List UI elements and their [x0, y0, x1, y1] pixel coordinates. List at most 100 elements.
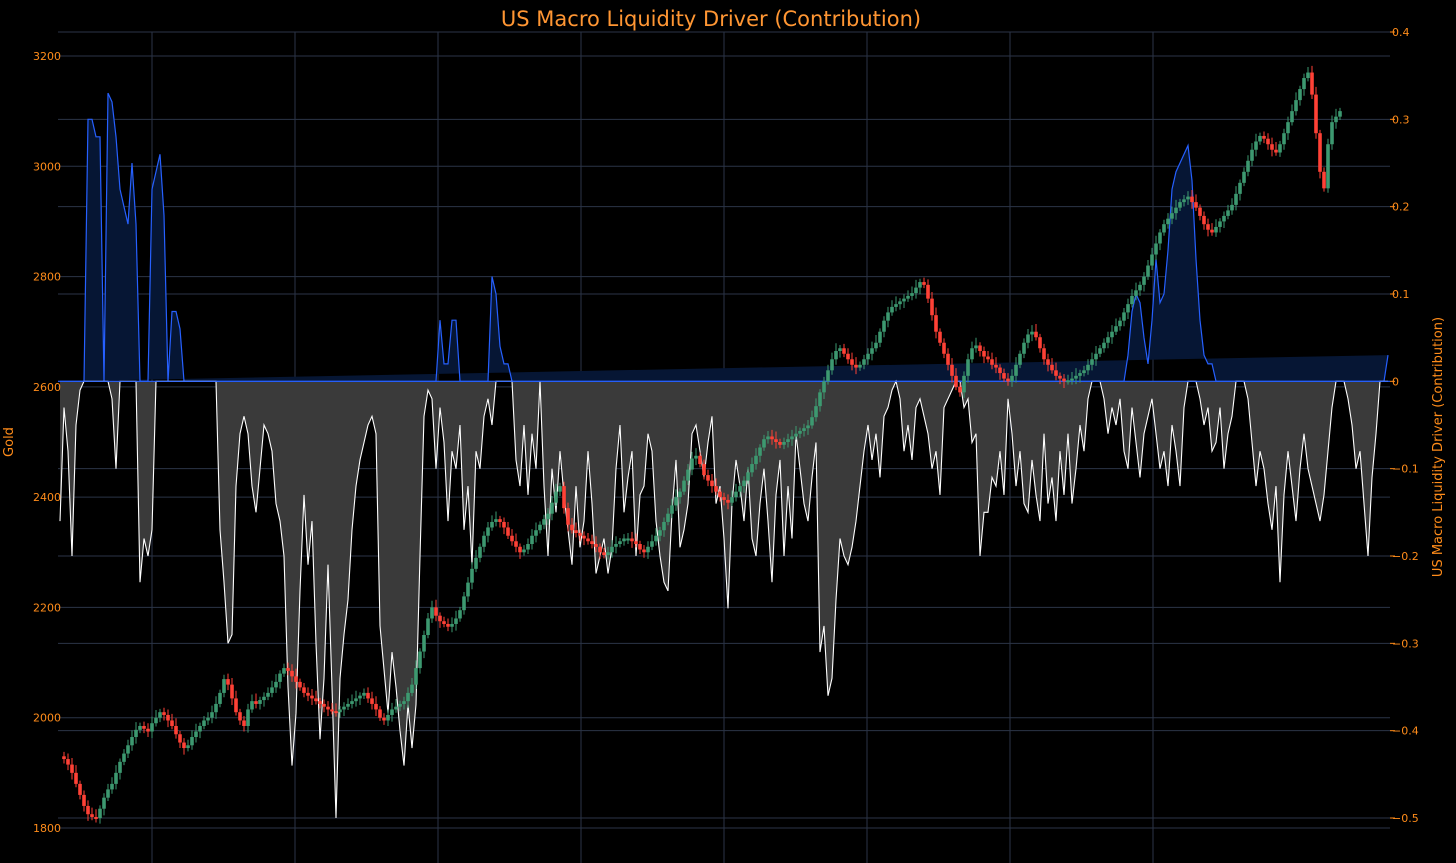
candle-up [458, 610, 462, 619]
gold-candlesticks [62, 65, 1342, 824]
candle-up [154, 717, 158, 724]
right-tick-label: −0.2 [1392, 550, 1419, 563]
candle-up [1078, 373, 1082, 376]
candle-up [810, 417, 814, 426]
candle-up [246, 709, 250, 726]
right-tick-label: −0.3 [1392, 637, 1419, 650]
candle-down [1046, 359, 1050, 365]
candle-down [370, 698, 374, 704]
candle-up [530, 535, 534, 545]
candle-up [802, 428, 806, 431]
candle-up [822, 381, 826, 393]
candle-down [518, 546, 522, 553]
left-axis-label: Gold [2, 427, 17, 457]
candle-up [410, 684, 414, 693]
candle-down [702, 464, 706, 476]
right-tick-label: 0.3 [1392, 113, 1410, 126]
candle-up [914, 287, 918, 294]
candle-up [1278, 144, 1282, 153]
candle-up [674, 497, 678, 506]
candle-up [890, 306, 894, 313]
candle-down [166, 714, 170, 721]
candle-down [86, 805, 90, 815]
candle-up [690, 458, 694, 470]
candle-up [614, 544, 618, 547]
candle-up [1254, 141, 1258, 150]
candle-up [1330, 122, 1334, 145]
candle-up [1246, 160, 1250, 172]
candle-down [1314, 94, 1318, 134]
candle-down [242, 720, 246, 726]
candle-up [138, 725, 142, 730]
candle-up [1170, 213, 1174, 219]
candle-up [622, 538, 626, 542]
candle-down [182, 742, 186, 749]
candle-up [1334, 116, 1338, 123]
candle-down [642, 549, 646, 553]
candle-up [766, 436, 770, 440]
candle-up [486, 527, 490, 536]
candle-up [1286, 122, 1290, 134]
candle-up [826, 370, 830, 382]
candle-up [450, 623, 454, 627]
right-tick-label: 0.4 [1392, 26, 1410, 39]
candle-down [570, 524, 574, 531]
candle-down [66, 759, 70, 765]
candle-up [550, 502, 554, 514]
candle-down [1058, 375, 1062, 379]
candle-down [1034, 331, 1038, 338]
candle-down [438, 615, 442, 622]
candle-up [1222, 215, 1226, 222]
candle-up [1102, 342, 1106, 349]
candle-down [318, 701, 322, 704]
candle-up [814, 406, 818, 418]
candle-down [446, 623, 450, 627]
liquidity-negative-line [59, 379, 1388, 819]
candle-down [1206, 224, 1210, 230]
candle-down [986, 356, 990, 360]
candle-down [850, 359, 854, 365]
candle-up [818, 392, 822, 407]
candle-up [1070, 378, 1074, 381]
candle-down [942, 342, 946, 354]
candle-down [254, 701, 258, 704]
candle-down [334, 711, 338, 714]
candle-up [490, 521, 494, 528]
left-tick-label: 2400 [33, 491, 61, 504]
candle-down [314, 698, 318, 702]
candle-up [686, 469, 690, 481]
candle-down [698, 455, 702, 465]
candle-up [1294, 100, 1298, 112]
candle-up [1130, 295, 1134, 305]
candle-down [946, 353, 950, 365]
candle-up [882, 320, 886, 332]
right-axis-label: US Macro Liquidity Driver (Contribution) [1431, 317, 1446, 577]
candle-down [926, 284, 930, 299]
candle-up [1086, 364, 1090, 371]
candle-up [1226, 210, 1230, 216]
candle-up [118, 761, 122, 773]
candle-down [298, 681, 302, 688]
candle-up [746, 472, 750, 481]
right-y-axis-ticks: −0.5 −0.4 −0.3 −0.2 −0.1 0 0.1 0.2 0.3 0.4 [1390, 26, 1419, 825]
candle-down [574, 530, 578, 533]
candle-down [854, 364, 858, 368]
candle-up [1338, 111, 1342, 117]
candle-down [226, 679, 230, 685]
candle-up [1238, 182, 1242, 194]
candle-up [218, 692, 222, 704]
candle-up [1134, 290, 1138, 296]
candle-up [462, 596, 466, 611]
chart-title: US Macro Liquidity Driver (Contribution) [501, 7, 921, 31]
candle-up [806, 425, 810, 429]
candle-up [1326, 144, 1330, 189]
candle-up [898, 301, 902, 305]
candle-down [174, 725, 178, 735]
candle-up [730, 497, 734, 503]
candle-up [386, 714, 390, 721]
candle-up [1066, 380, 1070, 383]
candle-up [1022, 342, 1026, 354]
candle-down [1310, 72, 1314, 95]
candle-down [498, 519, 502, 522]
